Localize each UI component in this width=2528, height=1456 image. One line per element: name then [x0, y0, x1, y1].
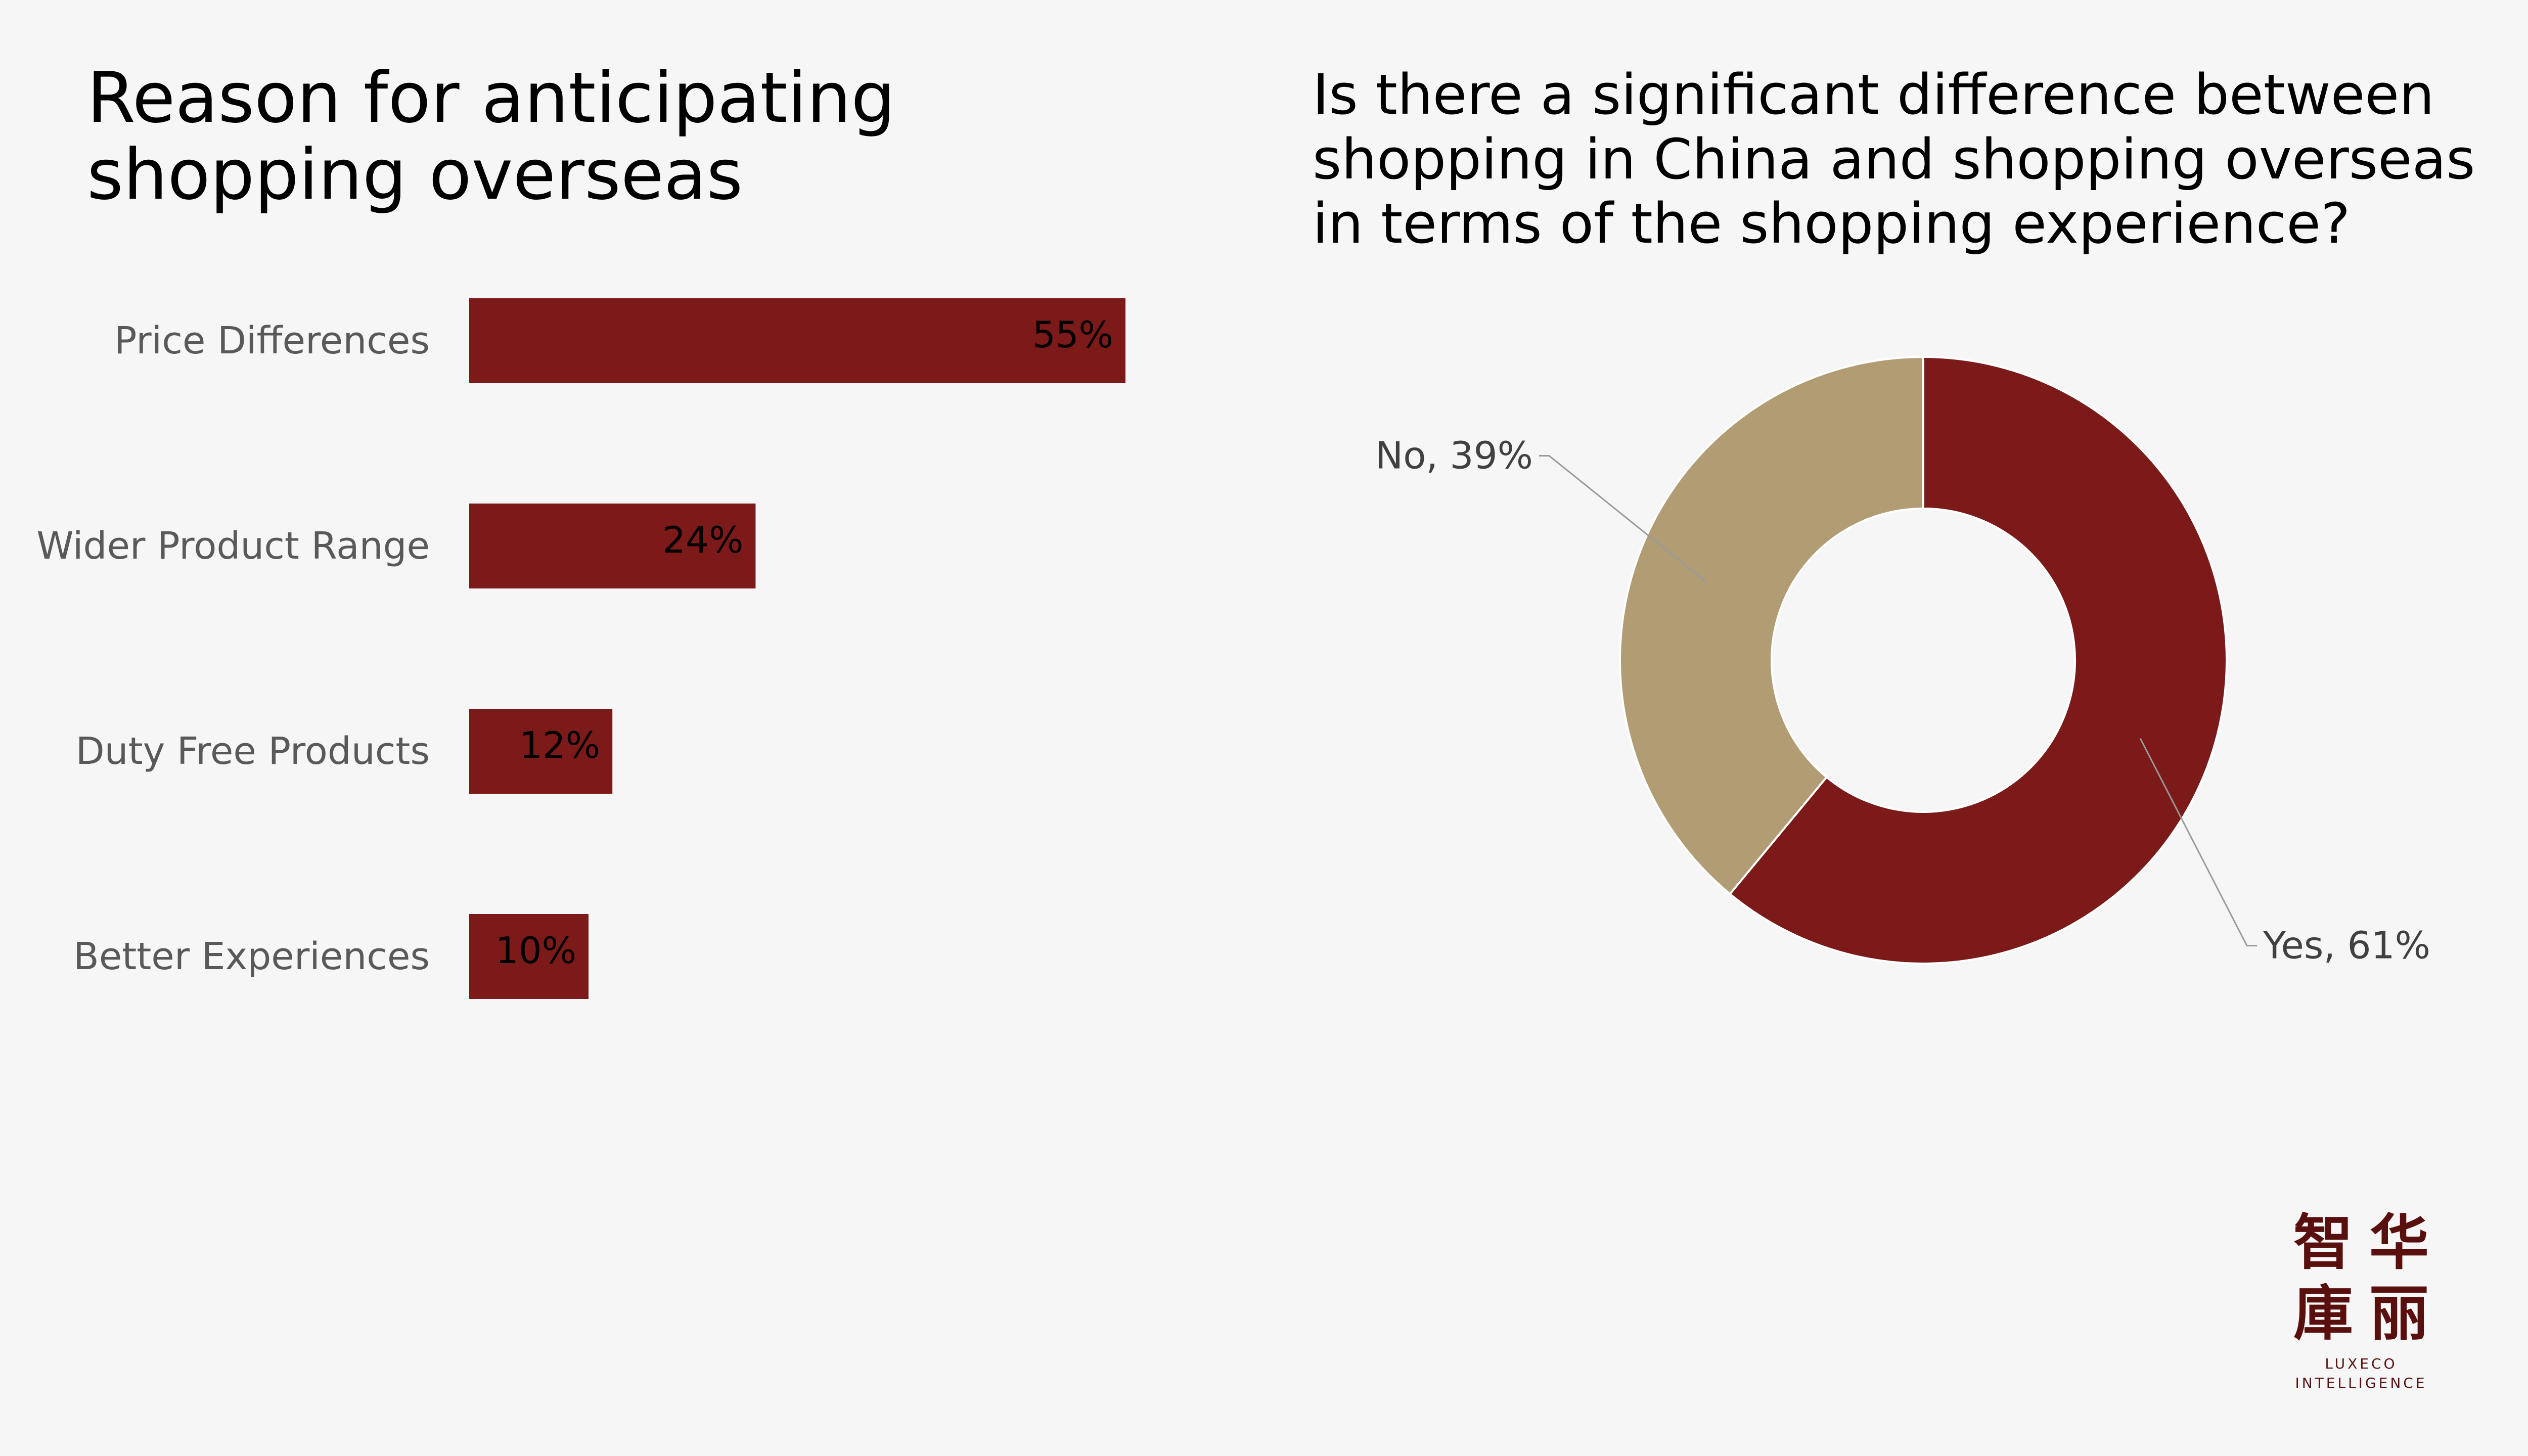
bar: [469, 298, 1125, 383]
slice-label: No, 39%: [1375, 434, 1533, 478]
bar-chart-title: Reason for anticipating shopping oversea…: [87, 57, 895, 215]
leader-line: [2139, 738, 2257, 946]
slice-label: Yes, 61%: [2263, 924, 2430, 967]
donut-slice: [1728, 355, 2228, 965]
value-label: 55%: [1032, 313, 1113, 356]
logo-char: 智: [2293, 1207, 2353, 1278]
logo-text: LUXECO INTELLIGENCE: [2285, 1354, 2437, 1393]
logo-char: 华: [2369, 1207, 2429, 1278]
value-label: 12%: [519, 724, 600, 766]
value-label: 24%: [662, 519, 743, 561]
luxeco-logo: 智 华 庫 丽 LUXECO INTELLIGENCE: [2285, 1208, 2437, 1393]
leader-line: [1539, 455, 1707, 583]
bar-chart: Price Differences 55% Wider Product Range 2…: [36, 298, 1125, 999]
logo-characters: 智 华 庫 丽: [2285, 1208, 2437, 1347]
logo-line-1: LUXECO: [2325, 1355, 2398, 1373]
bar: [469, 709, 613, 794]
category-label: Duty Free Products: [76, 730, 430, 773]
logo-char: 丽: [2369, 1278, 2429, 1348]
category-label: Price Differences: [114, 319, 430, 362]
logo-line-2: INTELLIGENCE: [2295, 1375, 2427, 1392]
value-label: 10%: [495, 929, 576, 972]
donut-slice: [1619, 355, 1924, 896]
logo-char: 庫: [2293, 1278, 2353, 1348]
donut-chart-title: Is there a significant difference betwee…: [1313, 62, 2475, 256]
category-label: Wider Product Range: [36, 524, 430, 568]
bar: [469, 914, 589, 999]
category-label: Better Experiences: [73, 935, 430, 978]
donut-chart: Yes, 61% No, 39%: [1375, 355, 2430, 967]
bar: [469, 504, 756, 588]
